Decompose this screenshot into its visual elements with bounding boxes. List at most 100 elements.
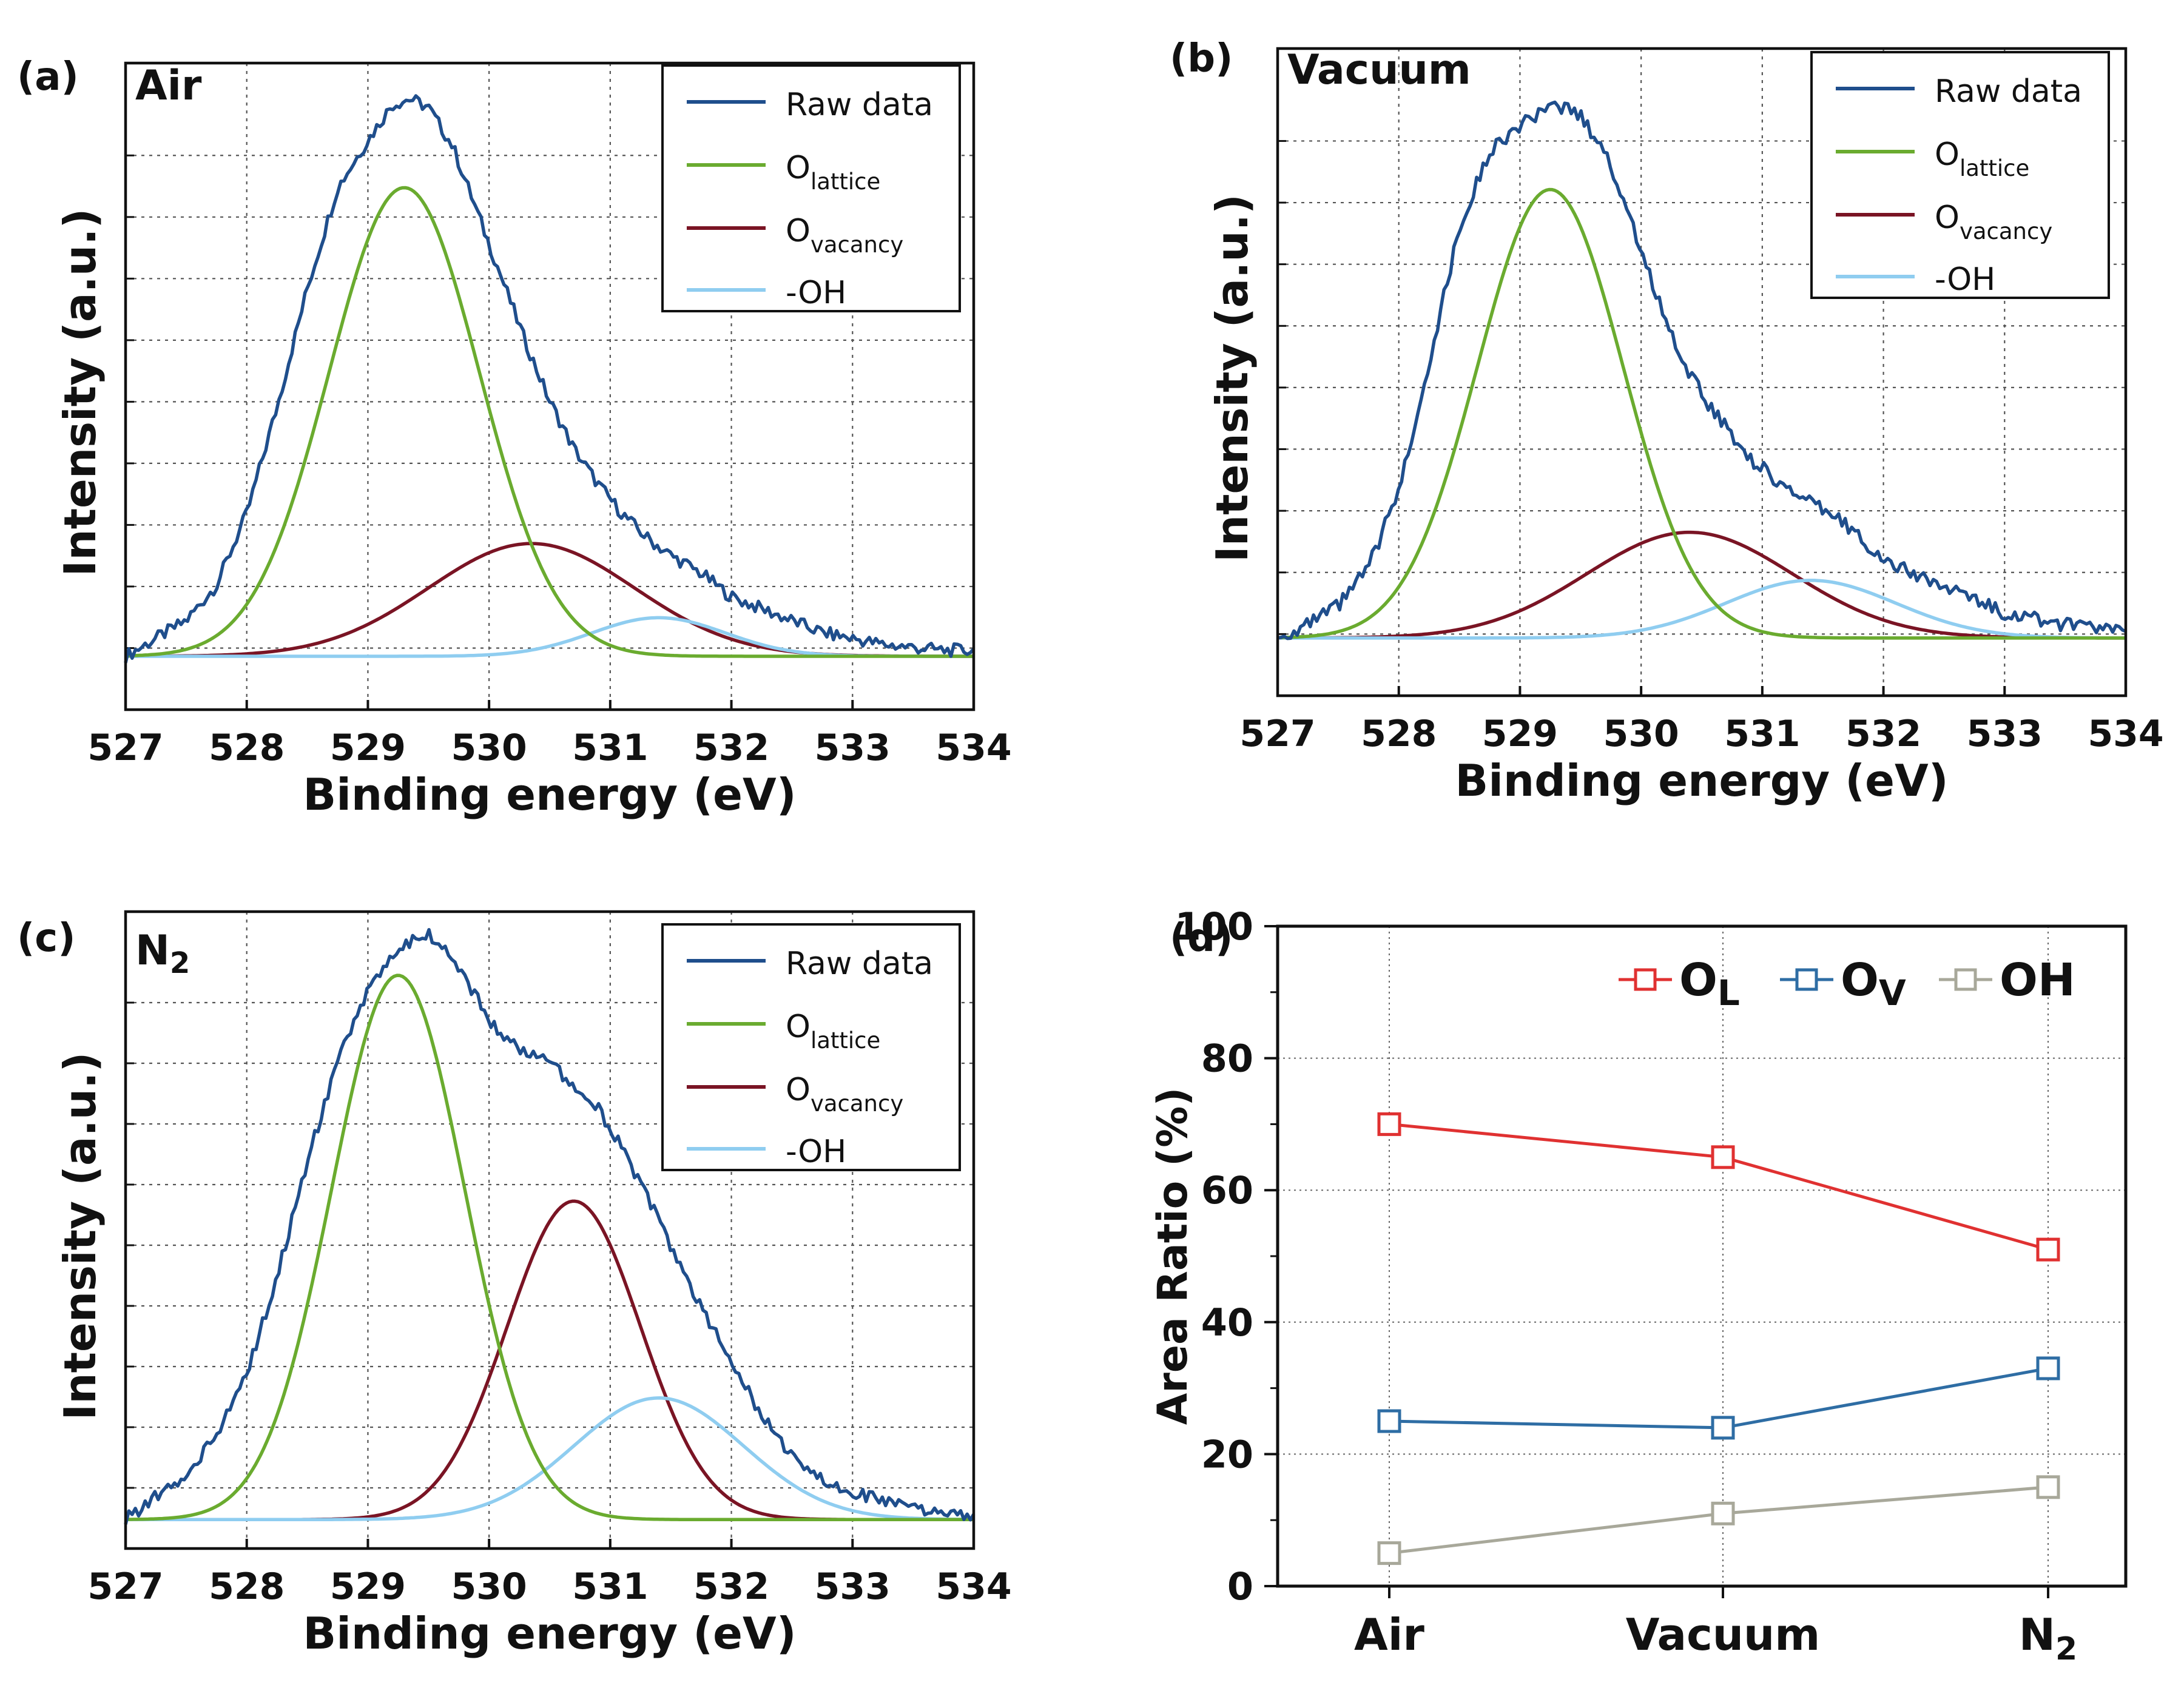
legend-entry-sub: vacancy: [1960, 218, 2052, 244]
condition-label: Vacuum: [1287, 46, 1471, 94]
legend-swatch-marker: [1954, 968, 1977, 991]
legend-box: [661, 64, 961, 312]
legend-entry-sub: lattice: [811, 1027, 880, 1054]
x-tick-label: 532: [693, 1565, 769, 1608]
x-tick-label: 527: [87, 727, 163, 769]
data-marker: [1377, 1409, 1401, 1433]
legend-entry: OH: [2000, 954, 2075, 1006]
legend-entry-base: Raw data: [786, 946, 933, 982]
x-tick-label: 530: [1603, 713, 1679, 755]
legend-entry-sub: lattice: [1960, 155, 2029, 181]
legend-entry-base: O: [786, 150, 811, 186]
legend-entry: -OH: [1935, 261, 1995, 298]
fit-line-oh: [1278, 579, 2126, 640]
panel-b: 527 528 529 530 531 532 533 534 Binding energy (…: [1170, 36, 2164, 806]
panel-label: (c): [17, 916, 75, 961]
panel-label: (b): [1170, 36, 1233, 81]
legend-entry-base: O: [786, 1009, 811, 1045]
legend-entry: Olattice: [786, 150, 880, 195]
legend-entry-sub: vacancy: [811, 1091, 903, 1117]
legend-entry: OV: [1841, 954, 1906, 1014]
x-tick-label: 531: [1724, 713, 1800, 755]
x-tick-label: 530: [451, 1565, 527, 1608]
legend-entry-base: -OH: [1935, 261, 1995, 298]
y-tick-label: 100: [1175, 904, 1253, 949]
plot-frame: [124, 910, 976, 1550]
legend-entry-sub: lattice: [811, 169, 880, 195]
plot-frame: [1276, 924, 2128, 1588]
condition-label-base: N: [135, 927, 170, 975]
condition-label-base: Vacuum: [1287, 46, 1471, 94]
x-tick-label: 533: [815, 727, 891, 769]
data-marker: [1711, 1145, 1735, 1169]
legend-swatch-marker: [1634, 968, 1657, 991]
x-tick-label: 530: [451, 727, 527, 769]
legend-entry: -OH: [786, 1134, 846, 1170]
x-tick-label: 532: [1845, 713, 1921, 755]
panel-c: 527 528 529 530 531 532 533 534 Binding energy (…: [17, 910, 1012, 1659]
legend-entry-base: -OH: [786, 1134, 846, 1170]
category-label: Air: [1354, 1609, 1424, 1660]
legend-entry-base: Raw data: [786, 87, 933, 123]
legend-entry: Raw data: [786, 87, 933, 123]
x-tick-label: 529: [330, 727, 406, 769]
x-tick-label: 529: [1482, 713, 1558, 755]
raw-data-line: [124, 927, 976, 1525]
legend-entry-sub: L: [1717, 972, 1740, 1014]
fit-line-oh: [126, 1396, 974, 1522]
legend: OL OV OH: [1619, 954, 2075, 1014]
fit-line-vacancy: [1278, 530, 2126, 640]
legend-entry-base: -OH: [786, 275, 846, 311]
legend-entry-base: O: [1679, 954, 1717, 1006]
x-tick-label: 534: [2088, 713, 2163, 755]
condition-label-sub: 2: [170, 946, 190, 980]
y-tick-label: 40: [1201, 1300, 1253, 1345]
panel-d: 0 20 40 60 80 100 Air Vacuum N2 Area Ratio (%) (d)…: [1149, 904, 2128, 1667]
x-tick-label: 531: [572, 1565, 648, 1608]
plot-frame: [1276, 47, 2128, 698]
y-axis-title: Intensity (a.u.): [1207, 194, 1258, 562]
category-label-base: Air: [1354, 1609, 1424, 1660]
y-axis-title: Area Ratio (%): [1149, 1088, 1197, 1425]
plot-frame: [124, 61, 976, 711]
x-tick-label: 533: [815, 1565, 891, 1608]
legend-entry-sub: vacancy: [811, 232, 903, 258]
y-tick-label: 0: [1227, 1564, 1253, 1609]
legend-box: [1810, 51, 2110, 299]
legend-swatch-marker: [1795, 968, 1818, 991]
panel-label: (d): [1170, 916, 1233, 961]
legend-entry: -OH: [786, 275, 846, 311]
raw-data-line: [1277, 100, 2126, 641]
data-marker: [1711, 1416, 1735, 1440]
x-tick-label: 531: [572, 727, 648, 769]
data-marker: [1377, 1112, 1401, 1136]
legend-entry-base: O: [1841, 954, 1879, 1006]
x-tick-label: 528: [209, 727, 285, 769]
legend-box: [661, 923, 961, 1171]
x-tick-label: 532: [693, 727, 769, 769]
x-tick-label: 527: [1239, 713, 1315, 755]
condition-label: Air: [135, 62, 202, 110]
x-tick-label: 529: [330, 1565, 406, 1608]
panel-label: (a): [17, 55, 79, 99]
x-axis-title: Binding energy (eV): [303, 1608, 796, 1659]
legend-entry: Raw data: [786, 946, 933, 982]
data-marker: [2036, 1237, 2060, 1262]
data-marker: [1711, 1501, 1735, 1525]
data-marker: [1377, 1541, 1401, 1565]
x-tick-label: 534: [935, 1565, 1011, 1608]
x-tick-label: 528: [209, 1565, 285, 1608]
x-tick-label: 534: [935, 727, 1011, 769]
y-tick-label: 20: [1201, 1432, 1253, 1476]
legend-entry: Olattice: [786, 1009, 880, 1054]
legend-entry-base: Raw data: [1935, 73, 2082, 110]
condition-label: N2: [135, 927, 190, 980]
legend-entry-sub: V: [1879, 972, 1906, 1014]
category-label: N2: [2019, 1609, 2077, 1667]
x-tick-label: 527: [87, 1565, 163, 1608]
fit-line-lattice: [1277, 187, 2126, 640]
legend-entry-base: O: [786, 1072, 811, 1108]
